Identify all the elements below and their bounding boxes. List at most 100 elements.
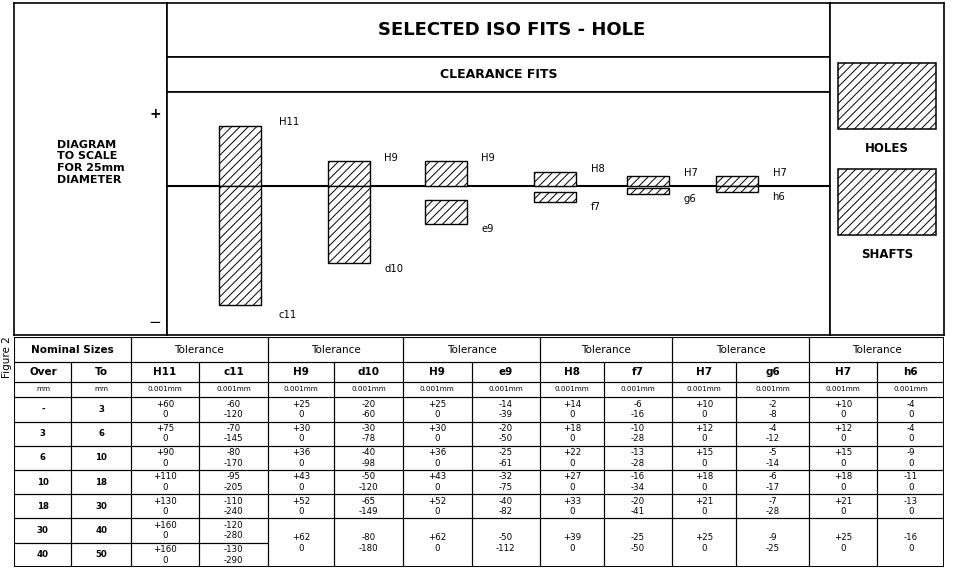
Text: 0.001mm: 0.001mm [283, 387, 318, 392]
Text: mm: mm [94, 387, 108, 392]
Text: -50
-112: -50 -112 [496, 533, 516, 553]
Text: H11: H11 [278, 117, 298, 128]
Text: 0.001mm: 0.001mm [554, 387, 589, 392]
Text: H9: H9 [384, 153, 398, 163]
Text: -20
-50: -20 -50 [498, 424, 513, 443]
Text: +25
0: +25 0 [833, 533, 851, 553]
Text: +62
0: +62 0 [428, 533, 446, 553]
Text: Tolerance: Tolerance [580, 345, 630, 355]
Text: +12
0: +12 0 [833, 424, 851, 443]
Text: 0.001mm: 0.001mm [216, 387, 251, 392]
Text: -50
-120: -50 -120 [358, 472, 378, 492]
Text: -5
-14: -5 -14 [764, 448, 779, 467]
Text: mm: mm [36, 387, 50, 392]
Text: +25
0: +25 0 [292, 400, 310, 419]
Text: g6: g6 [683, 194, 696, 204]
Text: 18: 18 [95, 478, 107, 487]
Text: +130
0: +130 0 [153, 496, 176, 516]
Bar [424, 200, 466, 224]
Text: +21
0: +21 0 [694, 496, 712, 516]
Bar [534, 192, 576, 202]
Text: H7: H7 [772, 168, 785, 178]
Text: H7: H7 [695, 367, 711, 377]
Text: +160
0: +160 0 [153, 521, 176, 540]
Text: 30: 30 [37, 526, 49, 535]
Text: H8: H8 [563, 367, 579, 377]
Text: Figure 2: Figure 2 [2, 337, 12, 378]
Text: -16
0: -16 0 [902, 533, 917, 553]
Text: −: − [149, 315, 161, 330]
Bar [837, 169, 936, 235]
Text: HOLES: HOLES [864, 142, 908, 156]
Text: +62
0: +62 0 [292, 533, 310, 553]
Text: -110
-240: -110 -240 [224, 496, 243, 516]
Bar [626, 188, 668, 194]
Text: 0.001mm: 0.001mm [619, 387, 655, 392]
Text: -32
-75: -32 -75 [498, 472, 513, 492]
Text: 0.001mm: 0.001mm [351, 387, 386, 392]
Bar [715, 186, 758, 192]
Text: +25
0: +25 0 [694, 533, 712, 553]
Text: -4
-12: -4 -12 [764, 424, 779, 443]
Text: +36
0: +36 0 [428, 448, 446, 467]
Text: 6: 6 [40, 454, 46, 462]
Text: -7
-28: -7 -28 [764, 496, 779, 516]
Text: DIAGRAM
TO SCALE
FOR 25mm
DIAMETER: DIAGRAM TO SCALE FOR 25mm DIAMETER [57, 140, 124, 185]
Text: -10
-28: -10 -28 [630, 424, 644, 443]
Text: -20
-60: -20 -60 [361, 400, 375, 419]
Text: Tolerance: Tolerance [715, 345, 765, 355]
Text: To: To [94, 367, 108, 377]
Text: e9: e9 [498, 367, 513, 377]
Text: -30
-78: -30 -78 [361, 424, 375, 443]
Text: -2
-8: -2 -8 [767, 400, 776, 419]
Text: -13
-28: -13 -28 [630, 448, 644, 467]
Text: SELECTED ISO FITS - HOLE: SELECTED ISO FITS - HOLE [377, 21, 644, 39]
Text: H9: H9 [429, 367, 445, 377]
Text: +52
0: +52 0 [292, 496, 310, 516]
Text: -25
-50: -25 -50 [630, 533, 644, 553]
Text: +21
0: +21 0 [833, 496, 851, 516]
Text: +33
0: +33 0 [562, 496, 580, 516]
Bar [626, 176, 668, 186]
Text: +: + [149, 108, 160, 121]
Bar [218, 186, 260, 305]
Text: -65
-149: -65 -149 [358, 496, 378, 516]
Text: h6: h6 [902, 367, 917, 377]
Text: +36
0: +36 0 [292, 448, 310, 467]
Text: +27
0: +27 0 [562, 472, 580, 492]
Text: H7: H7 [834, 367, 850, 377]
Text: 0.001mm: 0.001mm [892, 387, 927, 392]
Text: -4
0: -4 0 [905, 424, 914, 443]
Text: 40: 40 [37, 550, 49, 559]
Text: -14
-39: -14 -39 [498, 400, 513, 419]
Text: +60
0: +60 0 [155, 400, 174, 419]
Text: H9: H9 [293, 367, 309, 377]
Text: -130
-290: -130 -290 [224, 545, 243, 565]
Text: -11
0: -11 0 [902, 472, 917, 492]
Text: +160
0: +160 0 [153, 545, 176, 565]
Text: g6: g6 [764, 367, 779, 377]
Text: SHAFTS: SHAFTS [861, 248, 912, 261]
Text: d10: d10 [357, 367, 379, 377]
Text: +22
0: +22 0 [562, 448, 580, 467]
Text: 3: 3 [40, 429, 46, 438]
Text: +43
0: +43 0 [428, 472, 446, 492]
Text: CLEARANCE FITS: CLEARANCE FITS [439, 68, 557, 81]
Text: -95
-205: -95 -205 [224, 472, 243, 492]
Text: -25
-61: -25 -61 [498, 448, 513, 467]
Text: H11: H11 [153, 367, 176, 377]
Text: +30
0: +30 0 [428, 424, 446, 443]
Text: -20
-41: -20 -41 [630, 496, 644, 516]
Text: c11: c11 [278, 310, 296, 320]
Text: +12
0: +12 0 [694, 424, 712, 443]
Bar [837, 62, 936, 129]
Text: d10: d10 [384, 264, 403, 274]
Text: +14
0: +14 0 [562, 400, 580, 419]
Text: 0.001mm: 0.001mm [754, 387, 789, 392]
Text: +10
0: +10 0 [694, 400, 712, 419]
Text: -9
-25: -9 -25 [764, 533, 779, 553]
Text: +18
0: +18 0 [562, 424, 580, 443]
Text: -40
-82: -40 -82 [498, 496, 513, 516]
Text: -80
-170: -80 -170 [224, 448, 243, 467]
Bar [218, 126, 260, 186]
